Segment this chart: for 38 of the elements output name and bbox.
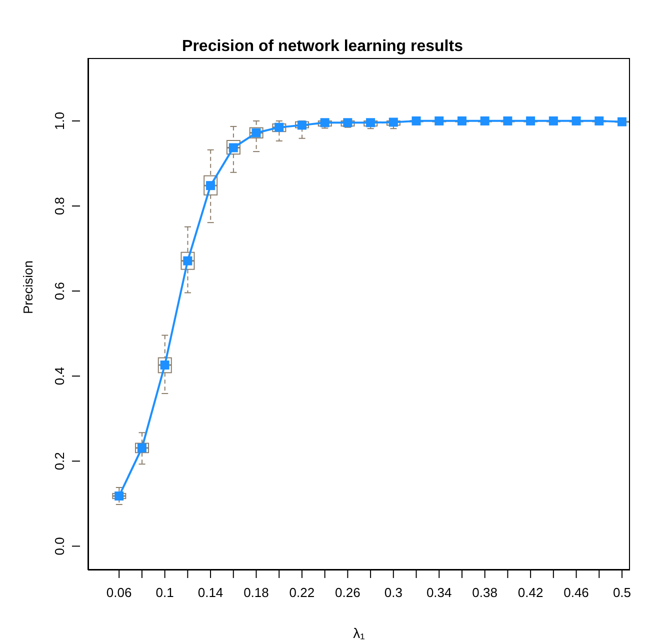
y-tick-label: 0.0 [52,537,67,556]
point [594,116,604,126]
y-tick-label: 1.0 [52,112,67,130]
y-tick-label: 0.8 [52,196,67,216]
x-tick-label: 0.38 [472,585,498,600]
x-tick-label: 0.18 [244,585,269,600]
point [388,118,398,127]
y-axis-title: Precision [20,260,36,314]
point [434,116,444,126]
x-tick-label: 0.42 [518,585,544,600]
point [366,118,376,128]
x-tick-label: 0.22 [289,585,315,600]
point [320,118,330,128]
y-tick-label: 0.6 [52,282,67,300]
point [274,122,284,132]
x-tick-label: 0.26 [335,585,360,600]
x-tick-label: 0.46 [564,585,589,600]
y-tick-label: 0.4 [52,367,67,386]
point [412,116,421,126]
point [297,120,306,130]
point [114,492,124,501]
point [618,117,626,126]
x-tick-label: 0.06 [106,585,132,600]
y-tick-label: 0.2 [52,452,67,470]
point [503,116,512,126]
x-tick-label: 0.5 [612,585,632,600]
chart-title: Precision of network learning results [181,38,464,56]
point [526,116,536,126]
point [572,116,581,126]
point [343,118,352,128]
x-tick-label: 0.3 [384,585,402,600]
x-tick-label: 0.14 [198,585,224,600]
point [457,116,466,126]
x-tick-label: 0.1 [156,585,174,600]
point [480,116,490,126]
x-axis-title: λ₁ [353,625,366,641]
x-tick-label: 0.34 [426,585,452,600]
point [548,116,558,126]
